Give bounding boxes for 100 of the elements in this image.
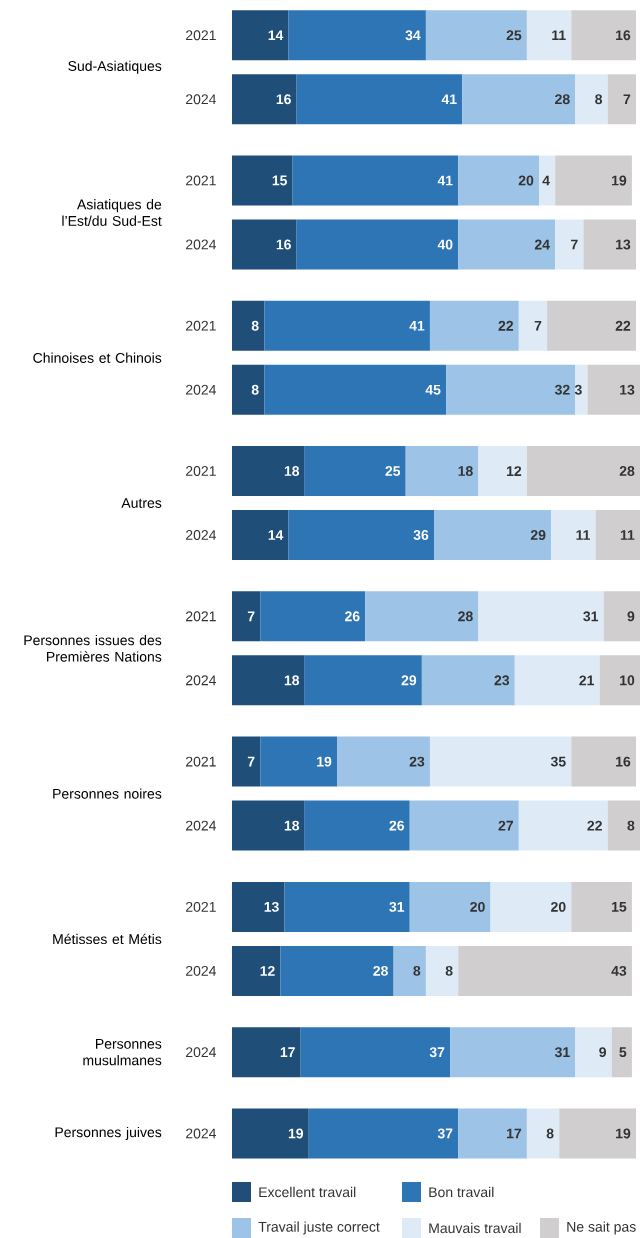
data-label: 15: [272, 175, 288, 186]
data-label: 22: [498, 320, 514, 331]
data-label: 26: [389, 820, 405, 831]
data-label: 31: [583, 611, 599, 622]
data-label: 29: [530, 530, 546, 541]
data-label: 18: [284, 466, 300, 477]
y-tick-label: 2024: [186, 530, 217, 541]
data-label: 45: [425, 384, 441, 395]
y-tick-label: 2024: [186, 1128, 217, 1139]
text: Personnes issues des Premières Nations: [24, 634, 162, 662]
data-label: 28: [373, 965, 388, 976]
data-label: 8: [546, 1128, 554, 1139]
y-tick-label: 2024: [186, 820, 217, 831]
data-label: 35: [550, 756, 566, 767]
data-label: 10: [620, 675, 635, 686]
data-label: 28: [555, 94, 570, 105]
text: Autres: [121, 498, 162, 508]
data-label: 8: [627, 820, 635, 831]
y-tick-label: 2024: [186, 94, 217, 105]
data-label: 17: [280, 1047, 295, 1057]
y-tick-label: 2024: [186, 384, 217, 395]
data-label: 40: [437, 239, 453, 250]
text: Sud-Asiatiques: [68, 60, 162, 74]
y-tick-label: 2024: [186, 675, 217, 686]
text: Métisses et Métis: [53, 933, 162, 945]
data-label: 25: [506, 30, 522, 41]
data-label: 15: [612, 902, 627, 912]
y-tick-label: 2021: [186, 175, 216, 186]
data-label: 7: [623, 94, 631, 105]
data-label: 37: [437, 1128, 453, 1139]
data-label: 23: [494, 675, 510, 686]
y-tick-label: 2021: [186, 611, 216, 622]
data-label: 7: [534, 320, 542, 331]
data-label: 19: [288, 1128, 304, 1139]
data-label: 11: [620, 530, 635, 540]
data-label: 18: [284, 820, 300, 831]
y-tick-label: 2021: [186, 30, 216, 41]
data-label: 34: [405, 30, 421, 41]
data-label: 20: [518, 175, 534, 186]
data-label: 22: [587, 820, 602, 831]
data-label: 11: [552, 30, 566, 41]
data-label: 16: [276, 239, 291, 250]
data-label: 41: [441, 94, 457, 105]
data-label: 29: [401, 675, 417, 686]
data-label: 13: [264, 901, 279, 912]
y-tick-label: 2024: [186, 965, 217, 976]
data-label: 5: [619, 1047, 627, 1058]
data-label: 13: [616, 239, 631, 250]
data-label: 43: [611, 965, 627, 976]
data-label: 7: [247, 611, 255, 622]
y-tick-label: 2024: [186, 239, 217, 250]
y-tick-label: 2021: [186, 320, 216, 331]
data-label: 27: [498, 820, 513, 831]
data-label: 16: [616, 30, 631, 41]
data-label: 11: [576, 530, 590, 540]
y-tick-label: 2024: [186, 1047, 217, 1058]
legend-label: Excellent travail: [259, 1186, 356, 1198]
data-label: 17: [507, 1128, 522, 1139]
data-label: 9: [627, 611, 635, 622]
data-label: 14: [268, 530, 284, 540]
data-label: 8: [251, 384, 259, 395]
y-tick-label: 2021: [186, 756, 216, 767]
data-label: 32: [554, 384, 570, 395]
text: Personnes musulmanes: [83, 1039, 162, 1066]
data-label: 41: [409, 320, 425, 331]
data-label: 31: [389, 901, 405, 912]
text: Chinoises et Chinois: [33, 352, 162, 363]
data-label: 16: [276, 94, 291, 105]
data-label: 19: [612, 175, 627, 186]
data-label: 4: [542, 175, 550, 186]
data-label: 7: [247, 756, 255, 767]
data-label: 9: [599, 1047, 607, 1058]
data-label: 28: [619, 466, 635, 477]
data-label: 23: [409, 756, 425, 767]
data-label: 28: [458, 611, 473, 622]
data-label: 19: [616, 1128, 631, 1139]
data-label: 31: [554, 1047, 570, 1058]
data-label: 8: [595, 94, 603, 105]
y-tick-label: 2021: [186, 466, 216, 477]
data-label: 14: [268, 30, 284, 41]
data-label: 24: [534, 239, 550, 250]
data-label: 18: [458, 466, 473, 477]
data-label: 22: [615, 320, 631, 331]
data-label: 25: [385, 466, 401, 477]
data-label: 7: [571, 239, 578, 250]
data-label: 21: [579, 675, 595, 686]
data-label: 13: [620, 384, 635, 395]
data-label: 26: [345, 611, 360, 622]
data-label: 8: [445, 965, 453, 976]
data-label: 8: [251, 320, 259, 331]
data-label: 19: [317, 756, 332, 767]
legend-label: Travail juste correct: [258, 1221, 380, 1235]
data-label: 20: [470, 901, 485, 912]
text: Personnes juives: [55, 1126, 162, 1140]
data-label: 12: [260, 965, 275, 976]
data-label: 8: [413, 965, 421, 976]
data-label: 12: [507, 466, 522, 476]
legend-label: Ne sait pas: [567, 1221, 636, 1235]
data-label: 20: [551, 901, 566, 912]
data-label: 37: [429, 1047, 445, 1058]
